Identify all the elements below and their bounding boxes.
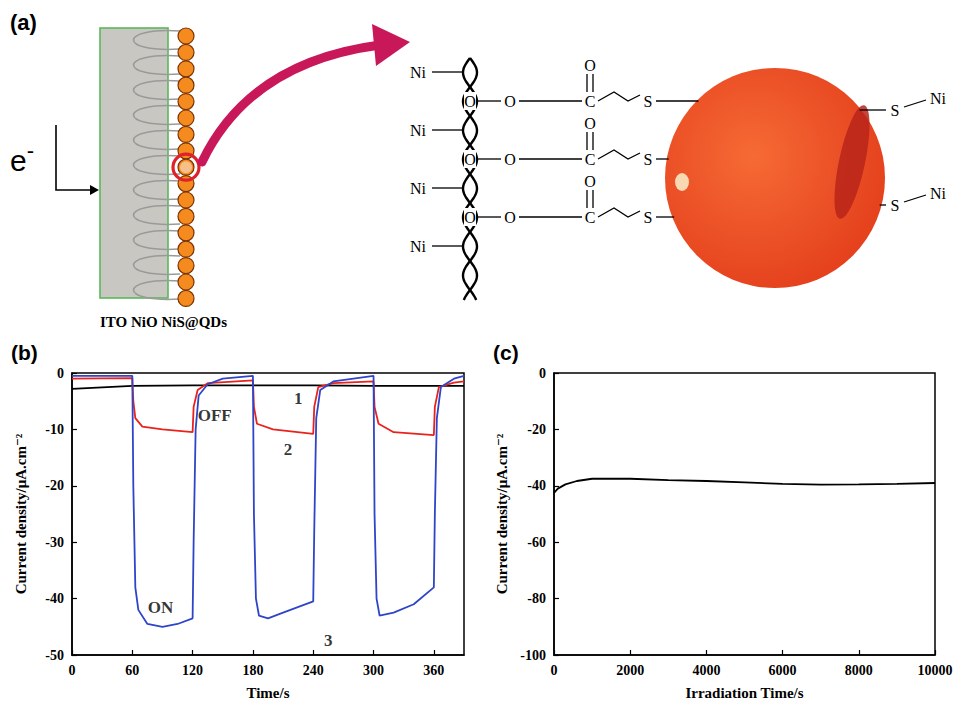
svg-text:O: O (464, 151, 476, 168)
svg-text:O: O (504, 93, 516, 110)
svg-text:C: C (585, 151, 596, 168)
svg-text:8000: 8000 (845, 663, 873, 678)
svg-text:-40: -40 (527, 478, 546, 493)
svg-text:Ni: Ni (930, 185, 947, 202)
svg-text:ON: ON (148, 598, 174, 617)
svg-text:e-: e- (10, 138, 34, 177)
svg-text:O: O (504, 209, 516, 226)
svg-text:0: 0 (69, 663, 76, 678)
svg-text:-80: -80 (527, 591, 546, 606)
svg-text:(c): (c) (493, 341, 519, 364)
svg-text:(b): (b) (11, 341, 38, 364)
svg-text:360: 360 (423, 663, 444, 678)
svg-text:S: S (644, 151, 653, 168)
svg-text:O: O (464, 209, 476, 226)
svg-text:2: 2 (284, 440, 293, 459)
svg-text:Irradiation Time/s: Irradiation Time/s (685, 685, 803, 701)
svg-text:4000: 4000 (692, 663, 720, 678)
svg-text:2000: 2000 (616, 663, 644, 678)
svg-text:Current density/μA.cm⁻²: Current density/μA.cm⁻² (494, 433, 510, 594)
svg-text:O: O (464, 93, 476, 110)
svg-text:O: O (584, 173, 596, 190)
svg-text:S: S (644, 93, 653, 110)
svg-text:C: C (585, 93, 596, 110)
svg-text:0: 0 (57, 366, 64, 381)
svg-text:-30: -30 (45, 535, 64, 550)
svg-text:0: 0 (551, 663, 558, 678)
svg-text:1: 1 (294, 389, 303, 408)
svg-text:-20: -20 (45, 478, 64, 493)
svg-text:S: S (891, 197, 900, 214)
svg-text:Ni: Ni (410, 238, 427, 255)
svg-text:S: S (644, 209, 653, 226)
svg-text:ITO NiO NiS@QDs: ITO NiO NiS@QDs (100, 314, 227, 330)
svg-text:Ni: Ni (930, 90, 947, 107)
svg-text:Time/s: Time/s (246, 685, 289, 701)
svg-text:3: 3 (324, 631, 333, 650)
svg-text:-60: -60 (527, 535, 546, 550)
svg-text:-100: -100 (520, 648, 546, 663)
svg-text:Ni: Ni (410, 64, 427, 81)
svg-text:120: 120 (182, 663, 203, 678)
svg-text:-20: -20 (527, 422, 546, 437)
svg-text:0: 0 (539, 366, 546, 381)
svg-text:C: C (585, 209, 596, 226)
svg-text:(a): (a) (10, 10, 37, 35)
svg-text:-50: -50 (45, 648, 64, 663)
svg-text:Ni: Ni (410, 122, 427, 139)
svg-text:O: O (584, 115, 596, 132)
svg-text:S: S (891, 102, 900, 119)
svg-text:10000: 10000 (918, 663, 953, 678)
svg-text:-40: -40 (45, 591, 64, 606)
svg-text:300: 300 (363, 663, 384, 678)
svg-text:O: O (504, 151, 516, 168)
svg-text:-10: -10 (45, 422, 64, 437)
svg-text:240: 240 (303, 663, 324, 678)
svg-text:Current density/μA.cm⁻²: Current density/μA.cm⁻² (13, 433, 29, 594)
svg-text:180: 180 (242, 663, 263, 678)
svg-text:O: O (584, 57, 596, 74)
svg-text:Ni: Ni (410, 180, 427, 197)
svg-text:6000: 6000 (769, 663, 797, 678)
svg-text:OFF: OFF (198, 406, 232, 425)
svg-text:60: 60 (125, 663, 139, 678)
